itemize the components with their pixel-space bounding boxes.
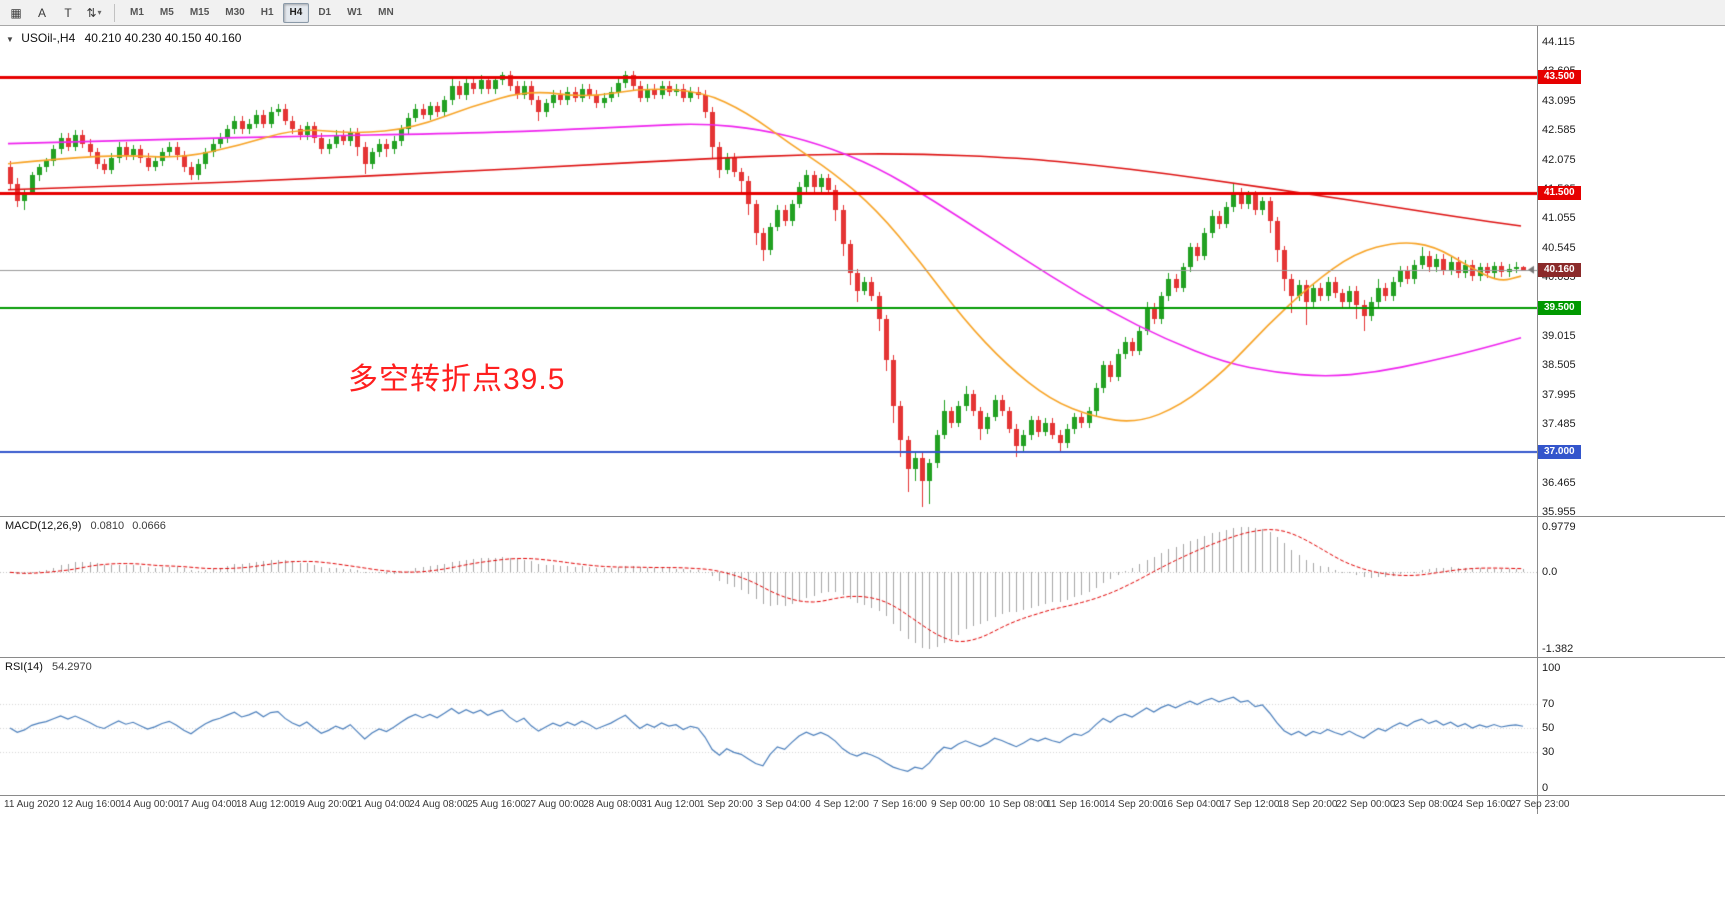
time-axis-label: 3 Sep 04:00 — [757, 799, 811, 810]
time-axis-label: 12 Aug 16:00 — [62, 799, 121, 810]
time-axis-label: 16 Sep 04:00 — [1162, 799, 1222, 810]
time-axis-label: 1 Sep 20:00 — [699, 799, 753, 810]
time-axis-label: 7 Sep 16:00 — [873, 799, 927, 810]
time-axis-label: 22 Sep 00:00 — [1336, 799, 1396, 810]
axis-tick-label: 37.485 — [1542, 417, 1576, 430]
time-axis-label: 28 Aug 08:00 — [583, 799, 642, 810]
macd-title: MACD(12,26,9) 0.0810 0.0666 — [5, 520, 166, 532]
rsi-value: 54.2970 — [51, 661, 92, 673]
time-axis[interactable]: 11 Aug 2020 12 Aug 16:00 14 Aug 00:00 17 Au… — [0, 795, 1725, 814]
time-axis-label: 21 Aug 04:00 — [351, 799, 410, 810]
axis-tick-label: 42.585 — [1542, 124, 1576, 137]
chevron-down-icon: ▾ — [97, 8, 102, 17]
axis-tick-label: 0 — [1542, 782, 1549, 794]
timeframe-button-d1[interactable]: D1 — [318, 7, 332, 18]
timeframe-button-m1[interactable]: M1 — [130, 7, 144, 18]
time-axis-label: 10 Sep 08:00 — [989, 799, 1049, 810]
macd-title-name: MACD(12,26,9) — [5, 520, 82, 532]
current-price-tag: 40.160 — [1538, 262, 1581, 277]
time-axis-label: 24 Sep 16:00 — [1452, 799, 1512, 810]
time-axis-label: 23 Sep 08:00 — [1394, 799, 1454, 810]
rsi-title: RSI(14) 54.2970 — [5, 661, 92, 673]
annotation-text[interactable]: 多空转折点39.5 — [348, 363, 566, 396]
price-axis[interactable]: 44.11543.60543.09542.58542.07541.56541.0… — [1537, 26, 1725, 518]
price-panel: ▼ USOil-,H4 40.210 40.230 40.150 40.160 … — [0, 26, 1725, 518]
axis-tick-label: 43.095 — [1542, 94, 1576, 107]
macd-panel: MACD(12,26,9) 0.0810 0.0666 0.9779 0.0 -1.… — [0, 516, 1725, 657]
axis-tick-label: 30 — [1542, 746, 1555, 758]
timeframe-button-m5[interactable]: M5 — [159, 7, 174, 18]
time-axis-label: 18 Sep 20:00 — [1278, 799, 1338, 810]
chart-window-icon[interactable]: ▦ — [10, 5, 22, 20]
time-axis-label: 27 Sep 23:00 — [1510, 799, 1570, 810]
timeframe-button-h1[interactable]: H1 — [260, 7, 274, 18]
macd-value-signal: 0.0666 — [132, 520, 166, 532]
chart-title-symbol: USOil-,H4 — [21, 31, 76, 45]
time-axis-label: 25 Aug 16:00 — [467, 799, 526, 810]
time-axis-label: 17 Aug 04:00 — [178, 799, 237, 810]
rsi-axis[interactable]: 100 70 50 30 0 — [1537, 658, 1725, 795]
axis-tick-label: 35.955 — [1542, 506, 1576, 518]
timeframe-button-m15[interactable]: M15 — [189, 7, 210, 18]
macd-chart-canvas[interactable] — [0, 517, 1537, 657]
timeframe-button-m30[interactable]: M30 — [225, 7, 245, 18]
price-tag-39.500: 39.500 — [1538, 300, 1581, 315]
timeframe-button-h4[interactable]: H4 — [282, 2, 310, 23]
rsi-panel: RSI(14) 54.2970 100 70 50 30 0 — [0, 657, 1725, 795]
time-axis-label: 11 Aug 2020 — [4, 799, 60, 810]
axis-tick-label: 44.115 — [1542, 36, 1575, 48]
time-axis-label: 11 Sep 16:00 — [1046, 799, 1105, 810]
macd-axis[interactable]: 0.9779 0.0 -1.382 — [1537, 517, 1725, 657]
price-tag-37.000: 37.000 — [1538, 444, 1581, 459]
price-tag-43.500: 43.500 — [1538, 70, 1581, 85]
axis-tick-label: 0.9779 — [1542, 521, 1576, 533]
collapse-arrow-icon[interactable]: ▼ — [6, 35, 14, 44]
axis-tick-label: 42.075 — [1542, 153, 1576, 166]
axis-tick-label: 100 — [1542, 662, 1561, 674]
time-axis-label: 4 Sep 12:00 — [815, 799, 869, 810]
rsi-title-name: RSI(14) — [5, 661, 43, 673]
time-axis-label: 27 Aug 00:00 — [525, 799, 584, 810]
timeframe-button-w1[interactable]: W1 — [347, 7, 363, 18]
axis-tick-label: 50 — [1542, 722, 1555, 734]
axis-tick-label: 0.0 — [1542, 566, 1558, 579]
time-axis-label: 24 Aug 08:00 — [409, 799, 468, 810]
time-axis-label: 31 Aug 12:00 — [641, 799, 700, 810]
time-axis-label: 17 Sep 12:00 — [1220, 799, 1280, 810]
axis-tick-label: 70 — [1542, 698, 1555, 710]
cursor-mode-button[interactable]: A — [37, 5, 46, 20]
axis-tick-label: 37.995 — [1542, 388, 1576, 401]
text-label-button[interactable]: T — [64, 5, 72, 20]
time-axis-label: 18 Aug 12:00 — [236, 799, 295, 810]
time-axis-label: 19 Aug 20:00 — [294, 799, 353, 810]
price-chart-canvas[interactable] — [0, 26, 1537, 516]
time-axis-label: 9 Sep 00:00 — [931, 799, 985, 810]
axis-tick-label: 40.545 — [1542, 241, 1576, 254]
scale-mode-button[interactable]: ⇅ ▾ — [86, 5, 102, 20]
axis-tick-label: -1.382 — [1542, 643, 1574, 655]
price-tag-41.500: 41.500 — [1538, 185, 1581, 200]
rsi-chart-canvas[interactable] — [0, 658, 1537, 795]
chart-title-ohlc: 40.210 40.230 40.150 40.160 — [84, 31, 242, 45]
axis-tick-label: 39.015 — [1542, 329, 1576, 342]
time-axis-corner — [1537, 796, 1725, 814]
time-axis-label: 14 Sep 20:00 — [1104, 799, 1164, 810]
toolbar: ▦ A T ⇅ ▾ M1 M5 M15 M30 H1 H4 D1 W1 MN — [0, 0, 1725, 26]
time-axis-label: 14 Aug 00:00 — [120, 799, 179, 810]
toolbar-separator — [114, 3, 115, 22]
chart-title: ▼ USOil-,H4 40.210 40.230 40.150 40.160 — [6, 31, 241, 45]
axis-tick-label: 41.055 — [1542, 212, 1576, 225]
axis-tick-label: 38.505 — [1542, 359, 1576, 372]
macd-value-main: 0.0810 — [90, 520, 125, 532]
axis-tick-label: 36.465 — [1542, 476, 1576, 489]
timeframe-button-mn[interactable]: MN — [378, 7, 394, 18]
